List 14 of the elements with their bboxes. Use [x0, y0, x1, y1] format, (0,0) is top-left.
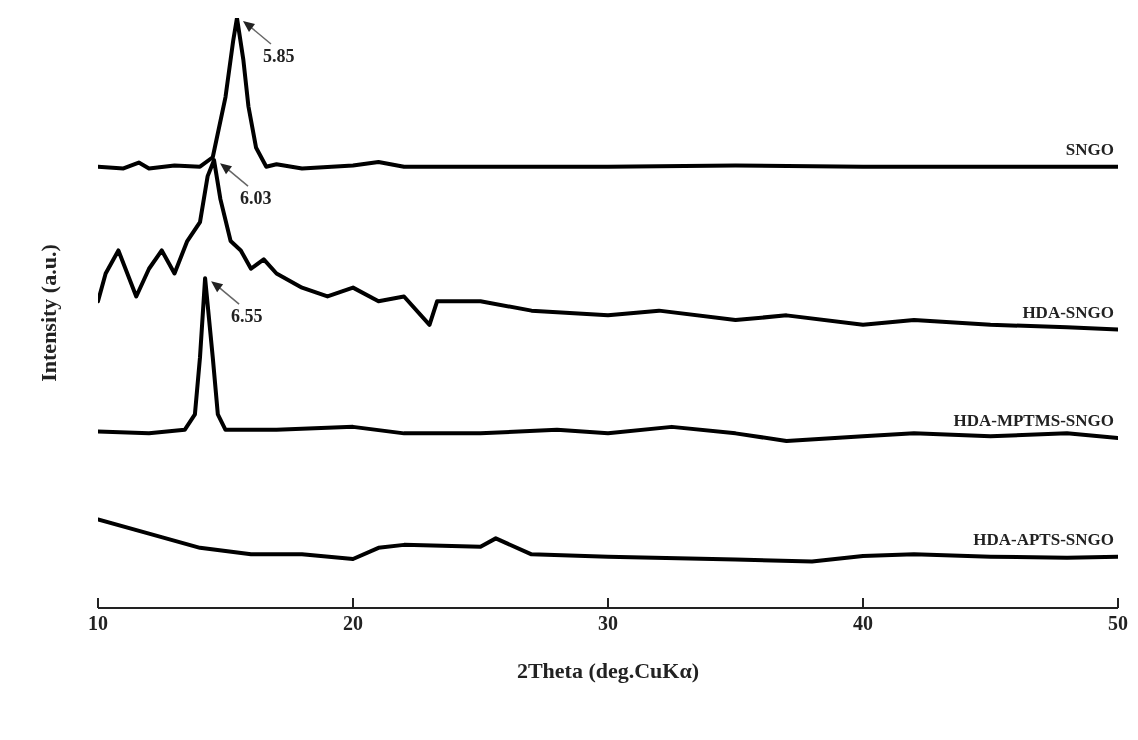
y-axis-title: Intensity (a.u.) [35, 244, 61, 382]
series-label: HDA-MPTMS-SNGO [953, 411, 1114, 431]
annotation: 6.03 [240, 188, 272, 209]
series-label: SNGO [1065, 139, 1114, 159]
series-label: HDA-SNGO [1022, 302, 1114, 322]
series-label: HDA-APTS-SNGO [973, 529, 1114, 549]
x-axis-title: 2Theta (deg.CuKα) [516, 658, 700, 683]
x-tick-label: 40 [853, 612, 873, 635]
x-tick-label: 30 [598, 612, 618, 635]
x-tick-label: 50 [1108, 612, 1128, 635]
x-tick-label: 10 [88, 612, 108, 635]
annotation: 5.85 [262, 46, 295, 66]
annotation: 6.55 [231, 306, 263, 327]
x-tick-label: 20 [343, 612, 363, 635]
